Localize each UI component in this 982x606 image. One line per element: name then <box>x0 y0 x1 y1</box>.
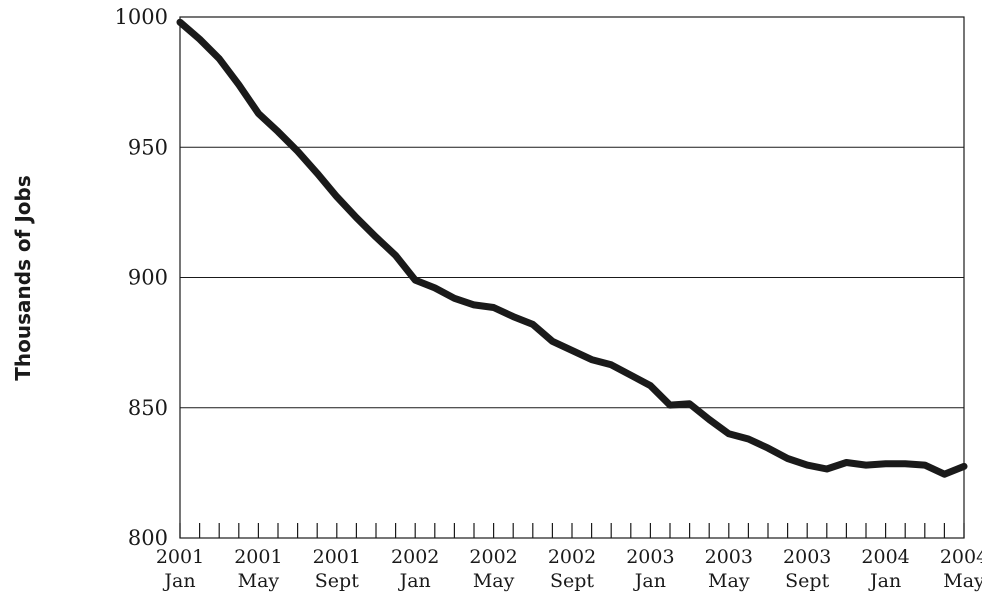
x-tick-year: 2003 <box>626 546 674 568</box>
axes <box>179 16 965 539</box>
data-point <box>412 277 418 283</box>
x-tick-month: May <box>943 570 982 592</box>
data-point <box>726 431 732 437</box>
y-tick-label: 800 <box>128 526 168 550</box>
data-point <box>549 338 555 344</box>
x-tick-month: Jan <box>633 570 666 592</box>
data-point <box>843 459 849 465</box>
y-tick-label: 850 <box>128 396 168 420</box>
data-point <box>353 215 359 221</box>
data-point <box>451 295 457 301</box>
data-point <box>687 401 693 407</box>
y-tick-label: 900 <box>128 266 168 290</box>
x-tick-month: Sept <box>315 570 359 592</box>
data-point <box>236 82 242 88</box>
data-point <box>471 302 477 308</box>
series-line <box>176 18 968 478</box>
x-tick-year: 2001 <box>234 546 282 568</box>
data-point <box>510 314 516 320</box>
x-tick-year: 2004 <box>861 546 909 568</box>
x-tick-month: Sept <box>785 570 829 592</box>
x-tick-year: 2002 <box>391 546 439 568</box>
data-point <box>216 56 222 62</box>
data-point <box>177 19 183 25</box>
data-point <box>706 416 712 422</box>
data-point <box>275 129 281 135</box>
x-tick-month: Sept <box>550 570 594 592</box>
y-axis-label: Thousands of Jobs <box>11 175 35 381</box>
data-point <box>628 372 634 378</box>
x-tick-month: Jan <box>398 570 431 592</box>
data-point <box>295 148 301 154</box>
data-point <box>314 170 320 176</box>
x-tick-month: May <box>708 570 750 592</box>
x-tick-month: Jan <box>868 570 901 592</box>
data-point <box>647 383 653 389</box>
data-point <box>373 234 379 240</box>
y-tick-label: 950 <box>128 135 168 159</box>
data-point <box>608 362 614 368</box>
x-tick-year: 2002 <box>469 546 517 568</box>
x-tick-year: 2004 <box>940 546 982 568</box>
data-point <box>530 321 536 327</box>
data-point <box>941 471 947 477</box>
data-point <box>863 462 869 468</box>
data-point <box>785 456 791 462</box>
data-point <box>961 463 967 469</box>
data-point <box>765 445 771 451</box>
data-point <box>569 347 575 353</box>
x-tick-year: 2001 <box>313 546 361 568</box>
labels: Thousands of Jobs 80085090095010002001Ja… <box>11 5 982 592</box>
x-tick-month: May <box>473 570 515 592</box>
x-tick-month: Jan <box>162 570 195 592</box>
data-point <box>804 462 810 468</box>
series-layer <box>176 18 968 478</box>
data-point <box>902 461 908 467</box>
data-point <box>393 252 399 258</box>
y-tick-label: 1000 <box>115 5 168 29</box>
gridlines <box>180 146 964 409</box>
data-point <box>589 357 595 363</box>
data-point <box>922 462 928 468</box>
x-tick-year: 2003 <box>705 546 753 568</box>
data-point <box>824 466 830 472</box>
data-point <box>745 436 751 442</box>
data-point <box>255 110 261 116</box>
x-tick-year: 2001 <box>156 546 204 568</box>
x-tick-year: 2002 <box>548 546 596 568</box>
data-point <box>491 304 497 310</box>
data-point <box>334 194 340 200</box>
data-point <box>883 461 889 467</box>
data-point <box>432 285 438 291</box>
data-point <box>197 36 203 42</box>
data-point <box>667 402 673 408</box>
x-tick-month: May <box>238 570 280 592</box>
x-tick-year: 2003 <box>783 546 831 568</box>
